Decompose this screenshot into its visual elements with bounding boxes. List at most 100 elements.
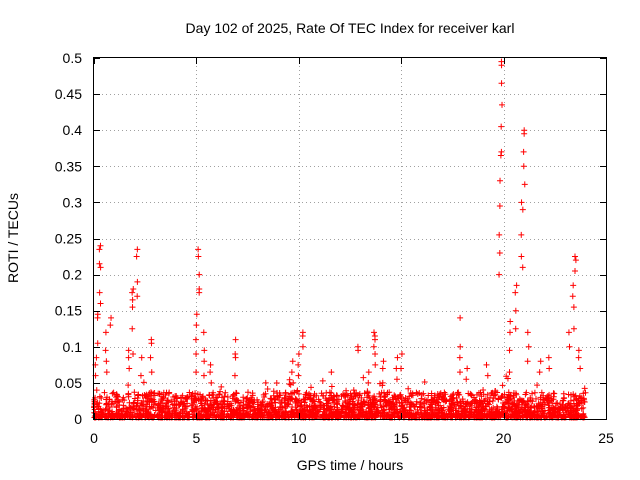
data-point [478,413,485,420]
data-point [545,354,552,361]
data-point [388,405,395,412]
data-point [298,402,305,409]
data-point [572,267,579,274]
data-point [508,406,515,413]
data-point [210,409,217,416]
data-point [506,347,513,354]
data-point [311,412,318,419]
data-point [380,358,387,365]
data-point [107,322,114,329]
data-point [168,398,175,405]
data-point [469,406,476,413]
data-point [106,396,113,403]
chart-title: Day 102 of 2025, Rate Of TEC Index for r… [186,20,515,36]
data-point [348,394,355,401]
data-point [401,406,408,413]
data-point [560,397,567,404]
data-point [367,397,374,404]
data-point [198,405,205,412]
data-point [303,392,310,399]
data-point [512,307,519,314]
data-point [371,329,378,336]
y-tick-label: 0.25 [55,231,82,247]
data-point [572,392,579,399]
data-point [331,397,338,404]
data-point [93,387,100,394]
data-point [461,413,468,420]
data-point [515,404,522,411]
data-point [464,365,471,372]
data-point [456,354,463,361]
data-point [435,402,442,409]
data-point [565,329,572,336]
data-point [189,407,196,414]
data-point [131,389,138,396]
data-point [482,403,489,410]
data-point [484,372,491,379]
data-point [295,411,302,418]
data-point [96,260,103,267]
data-point [453,405,460,412]
data-point [301,407,308,414]
data-point [109,410,116,417]
tick-labels: 0 5 10 15 20 25 0 0.05 0.1 0.15 0.2 0.25 0.3 0.35 0.4 0… [55,50,614,446]
data-point [201,347,208,354]
data-point [186,389,193,396]
data-point [421,379,428,386]
data-point [546,404,553,411]
data-point [125,354,132,361]
data-point [189,413,196,420]
data-point [546,365,553,372]
data-point [288,390,295,397]
data-point [207,361,214,368]
data-point [161,409,168,416]
data-point [408,401,415,408]
data-point [463,376,470,383]
data-point [374,407,381,414]
data-point [580,413,587,420]
data-point [499,101,506,108]
data-point [405,385,412,392]
data-point [518,397,525,404]
data-point [354,400,361,407]
data-point [549,406,556,413]
data-point [380,407,387,414]
y-tick-label: 0.3 [63,194,83,210]
data-point [292,395,299,402]
data-point [326,389,333,396]
data-point [134,293,141,300]
data-point [365,369,372,376]
data-point [448,405,455,412]
data-point [457,402,464,409]
data-point [512,289,519,296]
data-point [479,407,486,414]
data-point [525,343,532,350]
data-point [553,400,560,407]
data-point [230,391,237,398]
data-point [259,398,266,405]
data-point [557,403,564,410]
data-point [440,394,447,401]
data-point [434,411,441,418]
data-point [193,351,200,358]
data-point [249,411,256,418]
data-point [282,389,289,396]
data-point [315,408,322,415]
data-point [288,369,295,376]
data-point [493,412,500,419]
data-point [94,340,101,347]
x-tick-label: 5 [193,430,201,446]
data-point [493,403,500,410]
data-point [454,389,461,396]
y-tick-label: 0.1 [63,339,83,355]
data-point [365,379,372,386]
data-point [529,398,536,405]
data-point [108,401,115,408]
data-point [542,394,549,401]
data-point [551,390,558,397]
y-axis-title: ROTI / TECUs [5,193,21,283]
data-point [433,399,440,406]
data-point [165,405,172,412]
data-point [133,253,140,260]
data-point [249,392,256,399]
